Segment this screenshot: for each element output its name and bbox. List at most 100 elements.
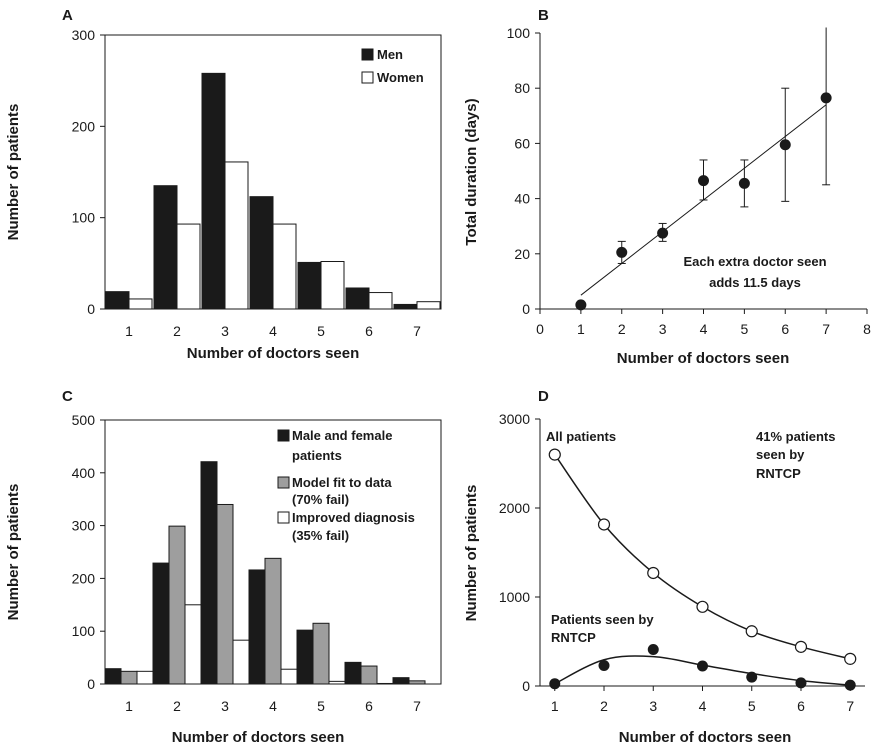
x-tick-label: 3 xyxy=(649,698,657,714)
y-tick-label: 100 xyxy=(72,623,96,639)
x-tick-label: 5 xyxy=(317,323,325,339)
bar-model-3 xyxy=(216,503,234,685)
bar-men-5 xyxy=(297,261,322,310)
panel-b-annotation-line1: Each extra doctor seen xyxy=(683,254,826,269)
panel-a-letter: A xyxy=(62,7,73,24)
panel-d-pct-line3: RNTCP xyxy=(756,466,801,481)
y-tick-label: 300 xyxy=(72,518,96,534)
x-tick-label: 6 xyxy=(365,698,373,714)
y-tick-label: 1000 xyxy=(499,589,530,605)
y-tick-label: 200 xyxy=(72,570,96,586)
bar-model-7 xyxy=(408,680,426,685)
line-all-patients xyxy=(554,454,851,660)
point-rntcp xyxy=(549,678,561,690)
x-tick-label: 6 xyxy=(365,323,373,339)
bar-women-4 xyxy=(272,223,297,310)
point-all-patients xyxy=(597,518,611,531)
bar-women-3 xyxy=(224,161,249,310)
panel-d-pct-line2: seen by xyxy=(756,447,805,462)
x-tick-label: 7 xyxy=(822,321,830,337)
bar-improved-4 xyxy=(280,668,298,685)
y-tick-label: 0 xyxy=(87,301,95,317)
bar-women-1 xyxy=(128,298,153,310)
data-point xyxy=(779,139,791,151)
panel-d-ylabel: Number of patients xyxy=(463,485,480,622)
x-tick-label: 7 xyxy=(846,698,854,714)
panel-b-xlabel: Number of doctors seen xyxy=(617,350,790,367)
bar-men-2 xyxy=(153,185,178,310)
point-rntcp xyxy=(697,660,708,672)
x-tick-label: 4 xyxy=(700,321,708,337)
bar-women-6 xyxy=(368,292,393,310)
x-tick-label: 1 xyxy=(125,698,133,714)
legend-label-improved-line2: (35% fail) xyxy=(292,528,349,543)
panel-d-lines xyxy=(554,454,851,686)
panel-c-bars xyxy=(104,461,426,685)
data-point xyxy=(657,227,669,239)
x-tick-label: 2 xyxy=(173,698,181,714)
x-tick-label: 7 xyxy=(413,323,421,339)
x-tick-label: 0 xyxy=(536,321,544,337)
x-tick-label: 1 xyxy=(551,698,559,714)
x-tick-label: 2 xyxy=(600,698,608,714)
y-tick-label: 400 xyxy=(72,465,96,481)
bar-male-4 xyxy=(248,569,266,685)
panel-d-label-rntcp-line1: Patients seen by xyxy=(551,612,654,627)
data-point xyxy=(820,92,832,104)
panel-d-pct-line1: 41% patients xyxy=(756,429,835,444)
panel-c-letter: C xyxy=(62,388,73,405)
panel-a-ticks: 1 2 3 4 5 6 7 0 100 200 300 xyxy=(72,27,421,339)
x-tick-label: 5 xyxy=(317,698,325,714)
panel-d-xlabel: Number of doctors seen xyxy=(619,729,792,746)
point-all-patients xyxy=(844,652,857,665)
legend-swatch-male-female xyxy=(277,429,290,442)
y-tick-label: 20 xyxy=(514,246,530,262)
bar-male-7 xyxy=(392,677,410,685)
bar-male-2 xyxy=(152,562,170,685)
y-tick-label: 300 xyxy=(72,27,96,43)
bar-male-6 xyxy=(344,661,362,685)
panel-c: C 1 2 3 4 5 6 7 0 100 200 300 400 500 Number of doct… xyxy=(5,388,442,746)
legend-swatch-model-fit xyxy=(277,476,290,489)
bar-men-7 xyxy=(393,303,418,310)
point-rntcp xyxy=(647,644,659,656)
panel-c-ylabel: Number of patients xyxy=(5,484,22,621)
legend-swatch-improved xyxy=(277,511,290,524)
x-tick-label: 3 xyxy=(221,323,229,339)
panel-d-label-rntcp-line2: RNTCP xyxy=(551,630,596,645)
data-point xyxy=(616,246,628,258)
panel-c-ticks: 1 2 3 4 5 6 7 0 100 200 300 400 500 xyxy=(72,412,421,714)
panel-d-ticks: 1 2 3 4 5 6 7 0 1000 2000 3000 xyxy=(499,411,854,714)
y-tick-label: 3000 xyxy=(499,411,530,427)
point-all-patients xyxy=(548,448,561,461)
point-rntcp xyxy=(598,660,610,672)
point-all-patients xyxy=(794,640,808,653)
panel-a: A 1 2 3 4 5 6 7 0 100 200 300 Number of doctors se… xyxy=(5,7,442,362)
point-all-patients xyxy=(745,625,758,638)
panel-a-ylabel: Number of patients xyxy=(5,104,22,241)
panel-d: D 1 2 3 4 5 6 7 0 1000 2000 3000 All patients Pati… xyxy=(463,388,865,746)
x-tick-label: 3 xyxy=(659,321,667,337)
data-point xyxy=(698,175,709,187)
bar-improved-3 xyxy=(232,639,250,685)
panel-c-legend: Male and female patients Model fit to da… xyxy=(277,428,415,543)
point-all-patients xyxy=(696,600,709,613)
y-tick-label: 40 xyxy=(514,191,530,207)
panel-a-legend: Men Women xyxy=(361,47,424,85)
bar-male-1 xyxy=(104,668,122,685)
bar-model-2 xyxy=(168,525,186,685)
x-tick-label: 8 xyxy=(863,321,871,337)
panel-a-xlabel: Number of doctors seen xyxy=(187,345,360,362)
x-tick-label: 5 xyxy=(748,698,756,714)
x-tick-label: 1 xyxy=(125,323,133,339)
bar-women-7 xyxy=(416,301,441,310)
bar-men-6 xyxy=(345,287,370,310)
x-tick-label: 1 xyxy=(577,321,585,337)
point-rntcp xyxy=(795,677,807,689)
panel-b-annotation-line2: adds 11.5 days xyxy=(709,275,801,290)
legend-label-women: Women xyxy=(377,70,424,85)
panel-b-ylabel: Total duration (days) xyxy=(463,98,480,245)
y-tick-label: 0 xyxy=(522,301,530,317)
x-tick-label: 3 xyxy=(221,698,229,714)
